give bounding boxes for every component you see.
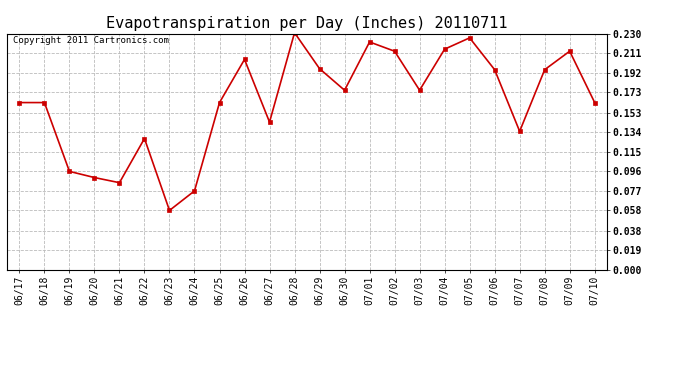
Title: Evapotranspiration per Day (Inches) 20110711: Evapotranspiration per Day (Inches) 2011… <box>106 16 508 31</box>
Text: Copyright 2011 Cartronics.com: Copyright 2011 Cartronics.com <box>13 36 169 45</box>
